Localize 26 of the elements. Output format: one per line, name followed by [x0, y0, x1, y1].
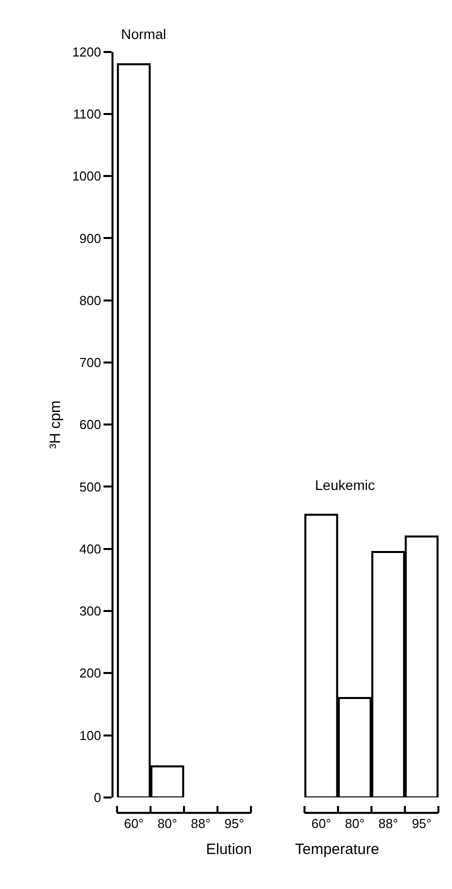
- y-tick-label: 100: [79, 728, 102, 743]
- y-tick-label: 300: [79, 604, 102, 619]
- y-tick-label: 400: [79, 541, 102, 556]
- y-tick-label: 0: [94, 790, 102, 805]
- x-tick-label: 95°: [412, 816, 432, 832]
- y-tick-label: 700: [79, 355, 102, 370]
- x-axis-title: Temperature: [295, 841, 380, 858]
- x-tick-label: 60°: [124, 816, 144, 832]
- x-tick-label: 88°: [378, 816, 398, 832]
- y-tick-label: 800: [79, 292, 102, 308]
- y-tick-label: 500: [79, 479, 102, 494]
- y-tick-label: 900: [79, 230, 102, 246]
- x-tick-label: 80°: [344, 816, 365, 832]
- y-tick-label: 1200: [72, 44, 102, 60]
- y-tick-label: 200: [79, 666, 102, 681]
- y-tick-label: 1000: [72, 168, 102, 184]
- x-tick-label: 95°: [224, 816, 244, 832]
- text: Leukemic: [315, 477, 375, 493]
- x-axis-title: Elution: [206, 841, 252, 858]
- x-tick-label: 80°: [157, 816, 178, 832]
- y-axis-title: ³H cpm: [46, 400, 64, 449]
- y-tick-label: 600: [79, 417, 102, 432]
- x-tick-label: 60°: [311, 816, 332, 832]
- x-tick-label: 88°: [190, 816, 211, 832]
- y-tick-label: 1100: [73, 106, 102, 122]
- chart-title: Normal: [121, 26, 166, 42]
